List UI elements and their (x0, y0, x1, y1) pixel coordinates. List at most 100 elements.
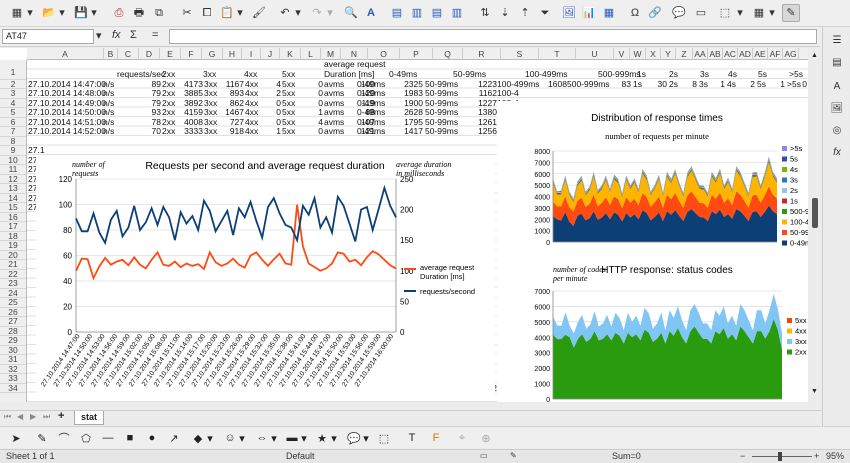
row-header[interactable]: 16 (0, 212, 26, 222)
row-header[interactable]: 1 (0, 60, 26, 80)
zoom-slider[interactable] (752, 456, 812, 457)
row-header[interactable]: 13 (0, 183, 26, 194)
column-header[interactable]: AF (768, 48, 783, 60)
row-header[interactable]: 27 (0, 316, 26, 327)
formula-input[interactable] (169, 29, 817, 44)
chevron-down-icon[interactable]: ▾ (91, 6, 97, 19)
autofilter-icon[interactable]: ⏷ (540, 6, 550, 19)
pivot-table-icon[interactable]: ▦ (603, 6, 615, 19)
chevron-down-icon[interactable]: ▾ (331, 432, 337, 445)
column-header[interactable]: B (104, 48, 118, 60)
row-header[interactable]: 22 (0, 269, 26, 279)
3d-objects-icon[interactable]: ⬚ (378, 432, 390, 445)
row-header[interactable]: 18 (0, 231, 26, 241)
column-header[interactable]: L (301, 48, 321, 60)
column-header[interactable]: AA (693, 48, 708, 60)
row-header[interactable]: 2 (0, 79, 26, 89)
row-header[interactable]: 9 (0, 145, 26, 156)
column-header[interactable]: V (614, 48, 630, 60)
function-wizard-icon[interactable]: fx (112, 29, 121, 41)
column-header[interactable]: D (139, 48, 160, 60)
functions-icon[interactable]: fx (833, 146, 841, 158)
paste-icon[interactable]: 📋 (220, 6, 234, 19)
pdf-export-icon[interactable]: ⎙ (114, 6, 124, 19)
text-box-icon[interactable]: T (408, 432, 416, 444)
response-time-chart[interactable]: Distribution of response times number of … (497, 101, 808, 250)
column-header[interactable]: AD (738, 48, 753, 60)
add-sheet-icon[interactable]: + (58, 410, 65, 422)
row-icon[interactable]: ▤ (391, 6, 403, 19)
chevron-down-icon[interactable]: ▾ (207, 432, 213, 445)
name-box[interactable]: AT47 (2, 29, 94, 44)
chevron-down-icon[interactable]: ▾ (239, 432, 245, 445)
sheet-tab-stat[interactable]: stat (74, 411, 104, 425)
chevron-down-icon[interactable]: ▾ (59, 6, 65, 19)
row-header[interactable]: 11 (0, 164, 26, 175)
image-icon[interactable]: 🖼 (562, 6, 576, 19)
arrow-line-icon[interactable]: ↗ (169, 432, 179, 445)
insert-rows-icon[interactable]: ▤ (431, 6, 443, 19)
row-header[interactable]: 6 (0, 117, 26, 127)
column-header[interactable]: AE (753, 48, 768, 60)
sort-descending-icon[interactable]: ⇡ (520, 6, 530, 19)
column-header[interactable]: P (400, 48, 433, 60)
save-icon[interactable]: 💾 (74, 6, 88, 19)
row-header[interactable]: 14 (0, 193, 26, 203)
row-header[interactable]: 3 (0, 88, 26, 99)
chevron-down-icon[interactable]: ▾ (27, 6, 33, 19)
column-header[interactable]: R (463, 48, 501, 60)
formula-equals-icon[interactable]: = (152, 29, 159, 41)
column-header[interactable]: K (280, 48, 301, 60)
define-print-area-icon[interactable]: ⬚ (719, 6, 731, 19)
row-header[interactable]: 34 (0, 383, 26, 393)
hyperlink-icon[interactable]: 🔗 (648, 6, 662, 19)
headers-footers-icon[interactable]: ▭ (695, 6, 707, 19)
chevron-down-icon[interactable]: ▾ (363, 432, 369, 445)
row-header[interactable]: 29 (0, 335, 26, 346)
styles-icon[interactable]: A (833, 80, 841, 92)
column-header[interactable]: A (27, 48, 104, 60)
scroll-up-icon[interactable]: ▲ (811, 52, 818, 59)
column-header[interactable]: J (261, 48, 280, 60)
insert-columns-icon[interactable]: ▥ (451, 6, 463, 19)
column-header[interactable]: N (341, 48, 368, 60)
chevron-down-icon[interactable]: ▾ (271, 432, 277, 445)
copy-icon[interactable]: ⧠ (202, 6, 212, 19)
glue-points-icon[interactable]: ⊕ (481, 432, 491, 445)
column-header[interactable]: C (118, 48, 139, 60)
row-header[interactable]: 24 (0, 288, 26, 298)
row-header[interactable]: 31 (0, 354, 26, 365)
row-header[interactable]: 8 (0, 136, 26, 146)
column-header[interactable]: O (368, 48, 400, 60)
row-header[interactable]: 19 (0, 240, 26, 251)
navigator-icon[interactable]: ◎ (832, 124, 842, 136)
last-sheet-icon[interactable]: ⏭ (43, 412, 51, 421)
stars-icon[interactable]: ★ (317, 432, 327, 445)
chevron-down-icon[interactable]: ▾ (301, 432, 307, 445)
find-replace-icon[interactable]: 🔍 (344, 6, 358, 19)
column-header[interactable]: X (646, 48, 661, 60)
row-header[interactable]: 15 (0, 202, 26, 213)
row-header[interactable]: 32 (0, 364, 26, 374)
row-header[interactable]: 21 (0, 259, 26, 270)
pencil-icon[interactable]: ✎ (37, 432, 47, 445)
column-header[interactable]: AB (708, 48, 723, 60)
column-header[interactable]: F (181, 48, 202, 60)
scroll-down-icon[interactable]: ▼ (811, 388, 818, 395)
spreadsheet-icon[interactable]: ▦ (11, 6, 23, 19)
column-header[interactable]: AG (783, 48, 799, 60)
column-header[interactable]: S (501, 48, 539, 60)
column-header[interactable]: E (160, 48, 181, 60)
chevron-down-icon[interactable]: ▾ (237, 6, 243, 19)
zoom-slider-thumb[interactable] (778, 452, 782, 461)
column-header[interactable]: H (223, 48, 242, 60)
comment-icon[interactable]: 💬 (672, 6, 686, 19)
status-codes-chart[interactable]: HTTP response: status codes number of cod… (497, 253, 808, 402)
curve-icon[interactable]: ⌒ (58, 433, 70, 445)
column-header[interactable]: Q (433, 48, 463, 60)
selection-mode-icon[interactable]: ▭ (480, 451, 488, 460)
ellipse-icon[interactable]: ● (148, 432, 156, 444)
polygon-icon[interactable]: ⬠ (81, 432, 91, 445)
properties-icon[interactable]: ▤ (832, 56, 842, 68)
horizontal-scrollbar[interactable] (0, 402, 821, 412)
